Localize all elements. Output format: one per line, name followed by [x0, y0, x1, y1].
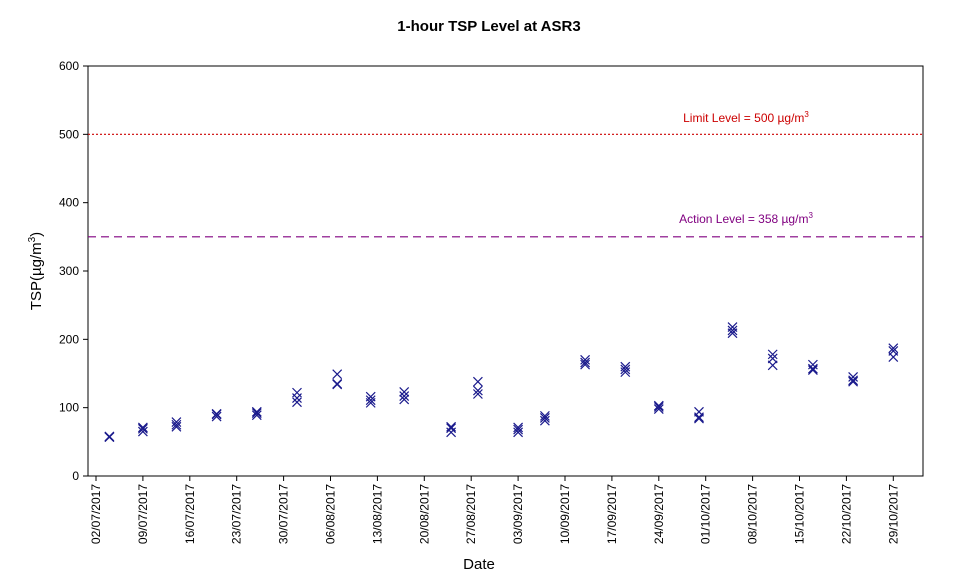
- data-point: [807, 359, 818, 370]
- data-point: [513, 424, 524, 435]
- x-tick-label: 13/08/2017: [370, 484, 384, 544]
- action-level-label-sup: 3: [808, 211, 813, 220]
- data-point: [513, 422, 524, 433]
- data-point: [539, 410, 550, 421]
- data-point: [171, 419, 182, 430]
- data-point: [580, 357, 591, 368]
- x-tick-label: 17/09/2017: [605, 484, 619, 544]
- data-point: [620, 364, 631, 375]
- x-tick-label: 15/10/2017: [793, 484, 807, 544]
- data-point: [653, 404, 664, 414]
- data-markers: [104, 322, 899, 442]
- data-point: [137, 422, 148, 433]
- y-tick-label: 0: [72, 469, 79, 483]
- data-point: [472, 385, 483, 396]
- action-level-label-text: Action Level = 358: [679, 212, 781, 226]
- x-tick-label: 27/08/2017: [464, 484, 478, 544]
- data-point: [580, 354, 591, 365]
- data-point: [137, 426, 148, 437]
- data-point: [365, 391, 376, 402]
- data-point: [653, 400, 664, 411]
- data-point: [848, 375, 859, 386]
- x-tick-label: 29/10/2017: [886, 484, 900, 544]
- data-point: [767, 349, 778, 360]
- limit-level-label-sup: 3: [804, 110, 809, 119]
- data-point: [399, 394, 410, 405]
- x-tick-label: 23/07/2017: [230, 484, 244, 544]
- data-point: [580, 359, 591, 370]
- data-point: [171, 417, 182, 427]
- data-point: [653, 402, 664, 412]
- x-tick-label: 08/10/2017: [746, 484, 760, 544]
- x-tick-label: 03/09/2017: [511, 484, 525, 544]
- data-point: [446, 423, 457, 434]
- data-point: [332, 369, 343, 380]
- limit-level-label-unit: µg/m: [778, 111, 805, 125]
- data-point: [472, 376, 483, 387]
- chart-title: 1-hour TSP Level at ASR3: [397, 18, 580, 35]
- y-axis: 0 100 200 300 400 500 600: [59, 59, 88, 483]
- data-point: [539, 415, 550, 426]
- x-tick-label: 02/07/2017: [89, 484, 103, 544]
- plot-area: [87, 65, 924, 477]
- data-point: [539, 412, 550, 423]
- data-point: [292, 387, 302, 398]
- data-point: [727, 325, 738, 336]
- data-point: [694, 406, 704, 417]
- y-tick-label: 400: [59, 196, 79, 210]
- y-tick-label: 500: [59, 127, 79, 141]
- data-point: [211, 408, 222, 419]
- y-tick-label: 100: [59, 401, 79, 415]
- x-axis-title: Date: [463, 556, 495, 573]
- data-point: [171, 421, 182, 432]
- data-point: [848, 376, 859, 387]
- limit-level-label: Limit Level = 500 µg/m3: [683, 110, 809, 125]
- x-axis: 02/07/2017 09/07/2017 16/07/2017 23/07/2017…: [89, 476, 900, 544]
- y-axis-title-main: TSP(µg/m: [28, 242, 45, 310]
- data-point: [807, 363, 818, 374]
- data-point: [211, 411, 222, 422]
- data-point: [620, 361, 631, 372]
- data-point: [292, 397, 302, 408]
- y-axis-title: TSP(µg/m3): [27, 232, 45, 310]
- action-level-label: Action Level = 358 µg/m3: [679, 211, 813, 226]
- action-level-label-unit: µg/m: [782, 212, 809, 226]
- data-point: [104, 431, 115, 442]
- data-point: [513, 427, 524, 438]
- data-point: [399, 387, 410, 397]
- data-point: [888, 343, 899, 354]
- x-tick-label: 06/08/2017: [324, 484, 338, 544]
- x-tick-label: 10/09/2017: [558, 484, 572, 544]
- data-point: [251, 410, 262, 421]
- x-tick-label: 01/10/2017: [699, 484, 713, 544]
- data-point: [727, 322, 738, 332]
- y-axis-title-sup: 3: [27, 236, 38, 242]
- x-tick-label: 09/07/2017: [136, 484, 150, 544]
- data-point: [446, 421, 457, 432]
- x-tick-label: 24/09/2017: [652, 484, 666, 544]
- data-point: [332, 378, 343, 389]
- x-tick-label: 30/07/2017: [277, 484, 291, 544]
- x-tick-label: 16/07/2017: [183, 484, 197, 544]
- data-point: [251, 406, 262, 417]
- x-tick-label: 20/08/2017: [417, 484, 431, 544]
- data-point: [767, 353, 778, 364]
- data-point: [848, 371, 859, 382]
- data-point: [365, 395, 376, 406]
- y-tick-label: 600: [59, 59, 79, 73]
- data-point: [399, 391, 410, 401]
- x-tick-label: 22/10/2017: [839, 484, 853, 544]
- y-tick-label: 200: [59, 332, 79, 346]
- data-point: [251, 408, 262, 419]
- limit-level-label-text: Limit Level = 500: [683, 111, 777, 125]
- y-tick-label: 300: [59, 264, 79, 278]
- data-point: [472, 389, 483, 399]
- y-axis-title-end: ): [28, 232, 45, 237]
- data-point: [888, 346, 899, 356]
- data-point: [137, 423, 148, 434]
